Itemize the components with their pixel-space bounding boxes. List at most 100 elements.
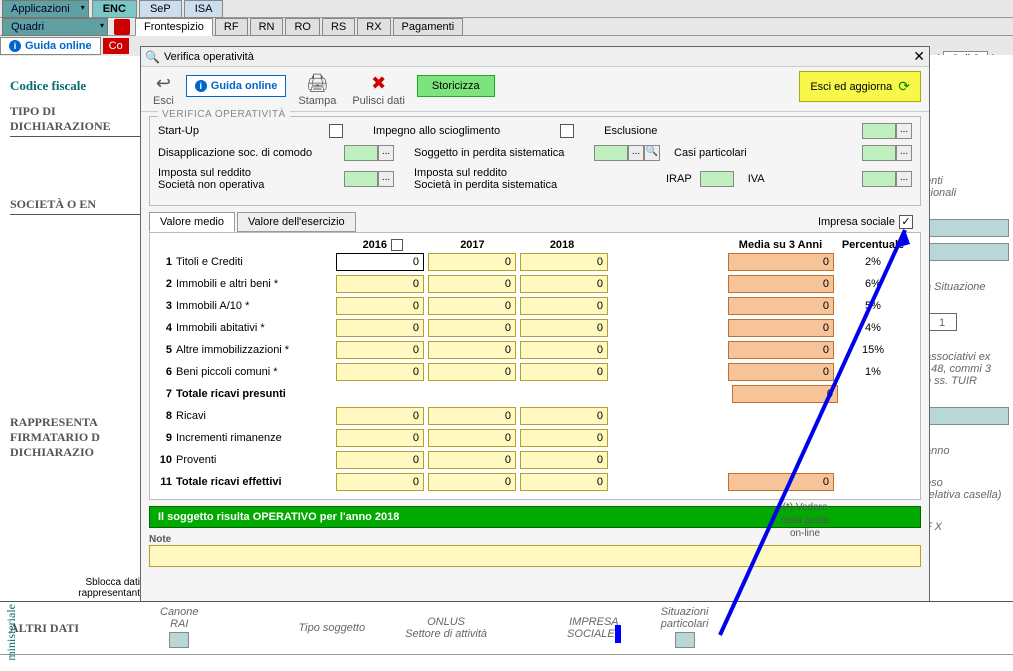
media-cell[interactable]: 0 bbox=[728, 319, 834, 337]
year-cell[interactable]: 0 bbox=[520, 363, 608, 381]
year-cell[interactable]: 0 bbox=[428, 297, 516, 315]
tab-rs[interactable]: RS bbox=[322, 18, 355, 36]
soggperd-extra[interactable]: 🔍 bbox=[644, 145, 660, 161]
rightcell-1 bbox=[927, 219, 1009, 237]
year-cell[interactable]: 0 bbox=[428, 319, 516, 337]
tab-frontespizio[interactable]: Frontespizio bbox=[135, 18, 213, 36]
frag-2: a Situazione bbox=[925, 281, 1011, 293]
year-cell[interactable]: 0 bbox=[336, 429, 424, 447]
situazioni-label: Situazioni particolari bbox=[661, 606, 709, 630]
year-cell[interactable]: 0 bbox=[428, 275, 516, 293]
media-cell[interactable]: 0 bbox=[732, 385, 838, 403]
year-cell[interactable]: 0 bbox=[428, 253, 516, 271]
irap-field[interactable] bbox=[700, 171, 734, 187]
media-header: Media su 3 Anni bbox=[727, 239, 834, 251]
year-cell[interactable]: 0 bbox=[336, 341, 424, 359]
red-button[interactable]: Co bbox=[103, 38, 129, 54]
row-num: 4 bbox=[158, 322, 176, 334]
iva-lookup[interactable]: ... bbox=[896, 171, 912, 187]
year-cell[interactable]: 0 bbox=[428, 473, 516, 491]
applicazioni-dropdown[interactable]: Applicazioni bbox=[2, 0, 89, 18]
esclusione-field[interactable] bbox=[862, 123, 896, 139]
year-cell[interactable]: 0 bbox=[428, 341, 516, 359]
impresa-sociale-checkbox[interactable] bbox=[899, 215, 913, 229]
year-cell[interactable]: 0 bbox=[520, 275, 608, 293]
disapp-field[interactable] bbox=[344, 145, 378, 161]
impresa-sociale-bottom-label: IMPRESA SOCIALE bbox=[567, 616, 619, 640]
impegno-checkbox[interactable] bbox=[560, 124, 574, 138]
close-icon[interactable]: ✕ bbox=[913, 48, 925, 65]
year-cell[interactable]: 0 bbox=[520, 319, 608, 337]
year-cell[interactable]: 0 bbox=[520, 473, 608, 491]
year-cell[interactable]: 0 bbox=[428, 451, 516, 469]
tab-rx[interactable]: RX bbox=[357, 18, 390, 36]
note-input[interactable] bbox=[149, 545, 921, 567]
year-cell[interactable]: 0 bbox=[428, 429, 516, 447]
year-cell[interactable]: 0 bbox=[520, 429, 608, 447]
year-2016-checkbox[interactable] bbox=[391, 239, 403, 251]
year-cell[interactable]: 0 bbox=[336, 451, 424, 469]
year-cell[interactable]: 0 bbox=[336, 473, 424, 491]
tab-isa[interactable]: ISA bbox=[184, 0, 224, 18]
guida-online-dialog-button[interactable]: iGuida online bbox=[186, 75, 287, 97]
tab-ro[interactable]: RO bbox=[285, 18, 320, 36]
year-cell[interactable]: 0 bbox=[520, 253, 608, 271]
year-cell[interactable]: 0 bbox=[336, 297, 424, 315]
esci-button[interactable]: ↩Esci bbox=[149, 71, 178, 109]
media-cell[interactable]: 0 bbox=[728, 297, 834, 315]
impredd-field[interactable] bbox=[344, 171, 378, 187]
tab-valore-medio[interactable]: Valore medio bbox=[149, 212, 235, 232]
year-cell[interactable]: 0 bbox=[520, 297, 608, 315]
situazioni-field[interactable] bbox=[675, 632, 695, 648]
year-cell[interactable]: 0 bbox=[520, 407, 608, 425]
year-cell[interactable]: 0 bbox=[336, 275, 424, 293]
year-cell[interactable]: 0 bbox=[428, 363, 516, 381]
media-cell[interactable]: 0 bbox=[728, 473, 834, 491]
tab-enc[interactable]: ENC bbox=[92, 0, 137, 18]
pulisci-dati-button[interactable]: ✖Pulisci dati bbox=[348, 71, 409, 109]
casi-field[interactable] bbox=[862, 145, 896, 161]
perc-cell: 2% bbox=[838, 256, 908, 268]
tab-valore-esercizio[interactable]: Valore dell'esercizio bbox=[237, 212, 356, 232]
year-cell[interactable]: 0 bbox=[520, 451, 608, 469]
soggperd-field[interactable] bbox=[594, 145, 628, 161]
pdf-icon[interactable] bbox=[114, 19, 130, 35]
quadri-dropdown[interactable]: Quadri bbox=[2, 18, 108, 36]
soggperd-lookup[interactable]: ... bbox=[628, 145, 644, 161]
tab-rn[interactable]: RN bbox=[250, 18, 284, 36]
grid-row-10: 10Proventi000 bbox=[158, 449, 912, 471]
impresa-sociale-field[interactable] bbox=[615, 625, 621, 643]
exit-icon: ↩ bbox=[156, 73, 171, 95]
media-cell[interactable]: 0 bbox=[728, 275, 834, 293]
print-icon: 🖨 bbox=[306, 73, 329, 95]
guida-online-button[interactable]: iGuida online bbox=[0, 37, 101, 55]
tab-rf[interactable]: RF bbox=[215, 18, 248, 36]
impredd-lookup[interactable]: ... bbox=[378, 171, 394, 187]
stampa-button[interactable]: 🖨Stampa bbox=[294, 71, 340, 109]
sblocca-dati-label: Sblocca dati rappresentant bbox=[50, 577, 140, 599]
casi-label: Casi particolari bbox=[674, 147, 747, 159]
year-cell[interactable]: 0 bbox=[336, 407, 424, 425]
media-cell[interactable]: 0 bbox=[728, 363, 834, 381]
esci-aggiorna-button[interactable]: Esci ed aggiorna⟳ bbox=[799, 71, 921, 102]
year-cell[interactable]: 0 bbox=[336, 319, 424, 337]
canone-rai-field[interactable] bbox=[169, 632, 189, 648]
year-cell[interactable]: 0 bbox=[336, 253, 424, 271]
startup-checkbox[interactable] bbox=[329, 124, 343, 138]
media-cell[interactable]: 0 bbox=[728, 253, 834, 271]
year-cell[interactable]: 0 bbox=[520, 341, 608, 359]
impresa-sociale-label: Impresa sociale bbox=[818, 216, 895, 228]
esclusione-lookup[interactable]: ... bbox=[896, 123, 912, 139]
tab-pagamenti[interactable]: Pagamenti bbox=[393, 18, 464, 36]
media-cell[interactable]: 0 bbox=[728, 341, 834, 359]
frag-3: associativi ex 148, commi 3 e ss. TUIR bbox=[925, 351, 1011, 387]
year-cell[interactable]: 0 bbox=[428, 407, 516, 425]
storicizza-button[interactable]: Storicizza bbox=[417, 75, 495, 97]
row-num: 6 bbox=[158, 366, 176, 378]
row-label: Incrementi rimanenze bbox=[176, 432, 334, 444]
tab-sep[interactable]: SeP bbox=[139, 0, 182, 18]
casi-lookup[interactable]: ... bbox=[896, 145, 912, 161]
iva-field[interactable] bbox=[862, 171, 896, 187]
disapp-lookup[interactable]: ... bbox=[378, 145, 394, 161]
year-cell[interactable]: 0 bbox=[336, 363, 424, 381]
